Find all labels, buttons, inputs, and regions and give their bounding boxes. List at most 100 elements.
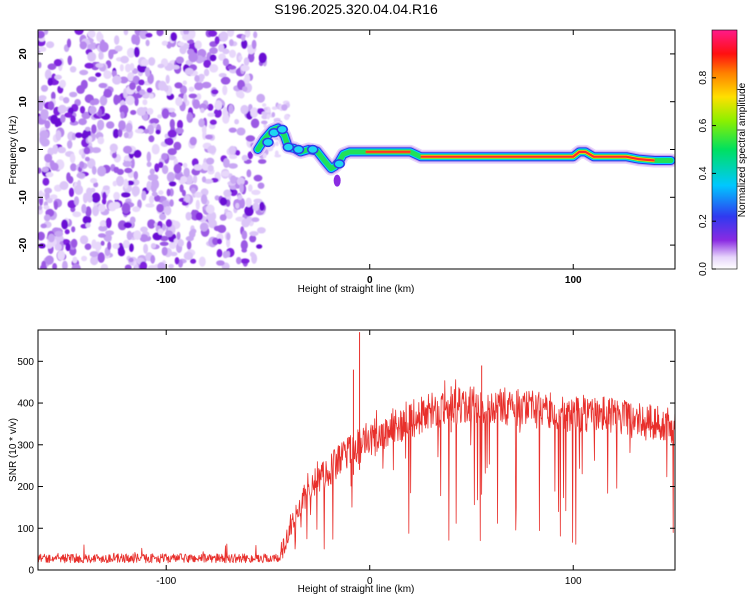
noise-blob — [54, 243, 62, 251]
noise-blob — [38, 205, 43, 211]
noise-blob — [38, 167, 42, 174]
noise-blob — [222, 48, 230, 55]
noise-blob — [111, 70, 118, 77]
noise-blob — [128, 257, 134, 263]
noise-blob — [218, 73, 227, 78]
noise-blob — [159, 213, 167, 221]
noise-blob — [201, 176, 207, 183]
noise-blob — [46, 41, 55, 49]
noise-blob — [147, 219, 156, 229]
noise-blob — [138, 79, 145, 86]
noise-blob — [146, 87, 153, 94]
noise-blob — [244, 205, 254, 217]
noise-blob — [79, 69, 89, 76]
noise-blob — [41, 260, 47, 269]
noise-blob — [145, 32, 153, 38]
noise-blob — [47, 77, 53, 86]
noise-blob — [84, 126, 91, 132]
noise-blob — [59, 79, 66, 89]
noise-blob — [69, 91, 78, 98]
noise-blob — [206, 212, 214, 223]
noise-blob — [69, 153, 76, 164]
noise-blob — [214, 100, 223, 111]
noise-blob — [88, 105, 97, 115]
noise-blob — [146, 151, 151, 163]
noise-blob — [158, 80, 167, 91]
noise-blob — [72, 256, 78, 264]
noise-blob — [120, 55, 129, 64]
noise-blob — [171, 64, 180, 70]
ridge-tail — [333, 174, 341, 187]
noise-blob — [93, 182, 99, 188]
noise-blob — [150, 243, 157, 249]
noise-blob — [141, 190, 147, 201]
noise-blob — [134, 34, 141, 46]
noise-blob — [121, 202, 131, 214]
noise-blob — [119, 64, 124, 72]
noise-blob — [40, 223, 47, 229]
noise-blob — [190, 228, 197, 234]
noise-blob — [53, 200, 59, 210]
noise-blob — [190, 258, 197, 264]
noise-blob — [105, 217, 112, 229]
noise-blob — [58, 95, 64, 101]
noise-blob — [121, 192, 131, 198]
noise-blob — [147, 174, 156, 181]
noise-blob — [167, 148, 177, 156]
snr-y-tick-label: 0 — [28, 566, 34, 577]
noise-blob — [214, 195, 220, 201]
noise-blob — [195, 212, 203, 221]
noise-blob — [236, 177, 245, 186]
noise-blob — [222, 250, 229, 259]
colorbar-tick-label: 0.8 — [698, 70, 709, 84]
ridge-blob — [282, 142, 295, 152]
noise-blob — [112, 243, 120, 250]
noise-blob — [91, 239, 97, 249]
noise-blob — [75, 132, 83, 138]
noise-blob — [157, 262, 166, 269]
noise-blob — [64, 229, 70, 235]
noise-blob — [190, 187, 196, 194]
noise-blob — [158, 190, 164, 196]
noise-blob — [98, 233, 106, 238]
noise-blob — [57, 146, 66, 154]
noise-blob — [243, 57, 250, 66]
noise-blob — [38, 231, 45, 241]
noise-blob — [83, 146, 91, 155]
noise-blob — [130, 110, 137, 115]
noise-blob — [81, 111, 91, 120]
noise-blob — [111, 152, 117, 159]
noise-blob — [229, 39, 234, 47]
noise-blob — [156, 30, 164, 37]
noise-blob — [253, 198, 263, 204]
noise-blob — [108, 49, 114, 60]
noise-blob — [123, 132, 129, 139]
noise-blob — [86, 187, 93, 198]
noise-blob — [281, 104, 288, 111]
noise-blob — [98, 51, 104, 60]
noise-blob — [222, 85, 228, 96]
noise-blob — [183, 167, 190, 178]
noise-blob — [137, 199, 142, 209]
noise-blob — [170, 251, 178, 257]
noise-blob — [38, 103, 44, 111]
noise-blob — [115, 175, 125, 187]
noise-blob — [96, 31, 103, 42]
noise-blob — [98, 225, 108, 232]
noise-blob — [61, 219, 69, 230]
noise-blob — [45, 255, 54, 265]
noise-blob — [175, 96, 183, 107]
noise-blob — [88, 76, 97, 82]
noise-blob — [183, 162, 188, 168]
noise-blob — [174, 257, 180, 265]
noise-blob — [132, 75, 140, 85]
noise-blob — [87, 135, 93, 143]
noise-blob — [106, 121, 115, 129]
spectrogram-y-tick-label: 0 — [18, 146, 29, 152]
noise-blob — [85, 222, 91, 228]
noise-blob — [38, 46, 47, 52]
noise-blob — [79, 106, 86, 114]
noise-blob — [194, 82, 204, 91]
noise-blob — [82, 215, 92, 225]
noise-blob — [118, 128, 123, 138]
